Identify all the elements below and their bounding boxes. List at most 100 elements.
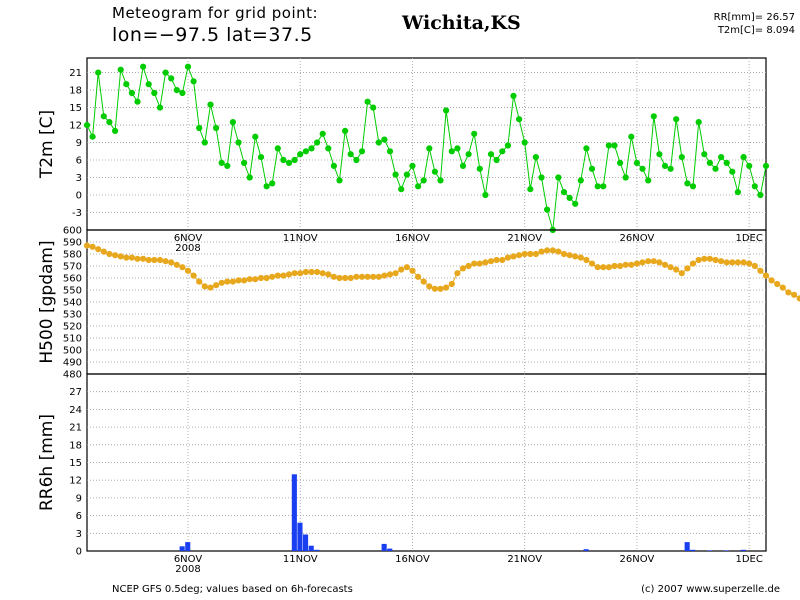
h500-data-point (347, 274, 354, 282)
h500-data-point (510, 253, 517, 260)
t2m-data-point (151, 89, 158, 97)
h500-data-point (280, 272, 287, 279)
t2m-ytick-label: 0 (76, 191, 82, 202)
t2m-data-point (213, 124, 220, 132)
t2m-panel (83, 57, 770, 234)
h500-data-point (117, 253, 124, 260)
h500-data-point (420, 278, 427, 285)
t2m-data-point (583, 145, 590, 152)
h500-data-point (297, 270, 304, 277)
t2m-data-point (684, 180, 691, 187)
t2m-data-point (308, 145, 315, 152)
t2m-ylabel: T2m [C] (37, 110, 57, 179)
h500-ytick-label: 510 (63, 334, 82, 345)
footer-copyright: (c) 2007 www.superzelle.de (641, 584, 780, 595)
temp-mean: T2m[C]= 8.094 (717, 25, 795, 36)
t2m-data-point (594, 183, 601, 190)
rr6h-bar (179, 546, 185, 551)
station-name: Wichita,KS (402, 12, 521, 34)
t2m-data-point (521, 139, 528, 146)
rr6h-ytick-label: 18 (69, 440, 82, 451)
h500-data-point (622, 261, 629, 268)
t2m-data-point (112, 127, 119, 134)
h500-data-point (729, 259, 736, 266)
rr6h-year-label: 2008 (175, 564, 200, 575)
h500-data-point (314, 268, 321, 276)
rr6h-ytick-label: 27 (69, 387, 82, 398)
h500-data-point (398, 266, 405, 273)
rr6h-bar (314, 549, 320, 551)
rr6h-xtick-label: 16NOV (395, 554, 430, 565)
h500-data-point (431, 285, 438, 292)
h500-data-point (353, 273, 360, 280)
t2m-data-point (689, 183, 697, 190)
t2m-data-point (588, 165, 596, 172)
t2m-data-point (628, 133, 635, 140)
rr6h-ytick-label: 21 (69, 423, 82, 434)
t2m-data-point (678, 154, 685, 161)
rr6h-ytick-label: 6 (76, 511, 82, 522)
t2m-data-point (246, 174, 253, 181)
h500-data-point (706, 255, 714, 262)
t2m-data-point (145, 81, 152, 88)
t2m-ytick-label: 3 (76, 173, 82, 184)
h500-data-point (336, 274, 343, 282)
t2m-data-point (426, 145, 433, 152)
h500-data-point (375, 273, 382, 280)
t2m-data-point (403, 171, 410, 178)
t2m-data-point (168, 75, 175, 82)
t2m-data-point (504, 142, 511, 149)
h500-ytick-label: 530 (63, 310, 82, 321)
t2m-data-point (218, 159, 225, 166)
t2m-data-point (493, 156, 500, 164)
t2m-data-point (431, 168, 438, 175)
t2m-data-point (123, 81, 130, 88)
t2m-data-point (196, 124, 203, 132)
t2m-data-point (184, 63, 192, 70)
t2m-data-point (201, 139, 208, 146)
rr6h-xtick-label: 26NOV (620, 554, 655, 565)
t2m-data-point (459, 162, 467, 169)
h500-data-point (673, 266, 680, 273)
t2m-data-point (751, 183, 758, 190)
rr6h-bar (297, 522, 303, 551)
rr6h-ytick-label: 3 (76, 529, 82, 540)
h500-data-point (701, 255, 708, 262)
h500-data-point (100, 248, 107, 255)
h500-ytick-label: 550 (63, 286, 82, 297)
t2m-data-point (319, 130, 326, 137)
h500-data-point (330, 273, 337, 280)
t2m-data-point (622, 174, 629, 181)
t2m-data-point (263, 183, 270, 190)
h500-panel (83, 229, 800, 375)
t2m-data-point (83, 122, 91, 129)
t2m-data-point (465, 151, 472, 158)
t2m-data-point (95, 69, 102, 76)
h500-data-point (746, 260, 753, 267)
h500-data-point (95, 246, 102, 253)
h500-data-point (213, 282, 220, 289)
h500-data-point (549, 247, 556, 254)
t2m-ytick-label: 9 (76, 138, 82, 149)
h500-data-point (628, 261, 635, 268)
title-line1: Meteogram for grid point: (112, 4, 319, 22)
t2m-xtick-label: 11NOV (283, 233, 318, 244)
h500-data-point (572, 253, 579, 260)
t2m-data-point (656, 151, 663, 158)
t2m-data-point (162, 69, 169, 76)
h500-data-point (695, 256, 702, 264)
h500-data-point (246, 276, 253, 283)
t2m-data-point (415, 183, 422, 190)
h500-ytick-label: 500 (63, 346, 82, 357)
t2m-data-point (516, 116, 523, 123)
t2m-data-point (572, 200, 579, 207)
t2m-ytick-label: 6 (76, 156, 82, 167)
h500-data-point (403, 264, 410, 271)
h500-data-point (325, 271, 332, 278)
footer-source: NCEP GFS 0.5deg; values based on 6h-fore… (112, 584, 353, 595)
t2m-data-point (100, 113, 107, 120)
t2m-ytick-label: 15 (69, 103, 82, 114)
h500-ylabel: H500 [gpdam] (37, 240, 57, 363)
h500-data-point (342, 274, 349, 282)
